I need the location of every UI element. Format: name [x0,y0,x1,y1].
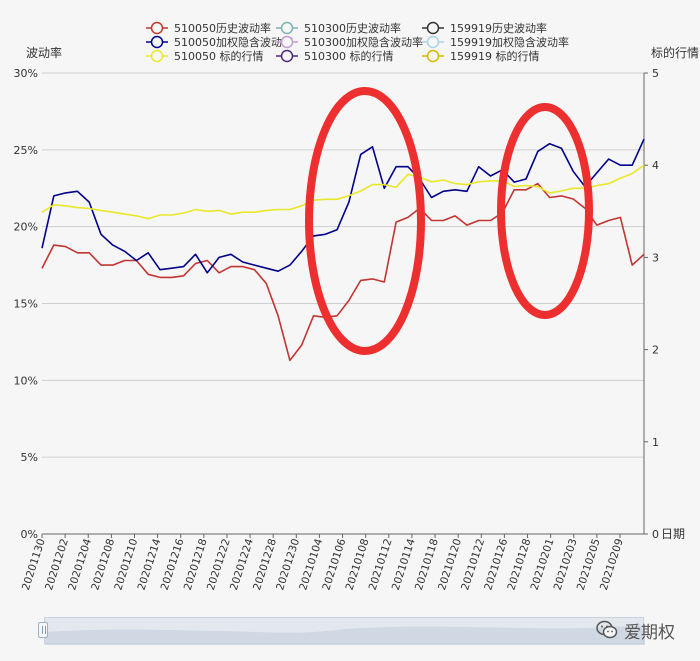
left-tick-label: 5% [21,451,38,464]
left-tick-label: 0% [21,528,38,541]
watermark-text: 爱期权 [624,622,675,643]
legend-item[interactable]: 510300 标的行情 [276,49,394,63]
right-axis-name: 标的行情 [651,45,699,60]
left-tick-label: 15% [14,298,38,311]
wechat-icon [596,620,618,640]
right-tick-label: 0 [652,528,659,541]
legend-marker [426,21,440,35]
left-axis-name: 波动率 [26,45,62,60]
legend-marker [150,35,164,49]
legend-label: 510300加权隐含波动率 [304,35,423,49]
series-line [41,138,645,274]
right-tick-label: 2 [652,344,659,357]
slider-left-handle[interactable] [38,622,48,638]
right-tick-label: 5 [652,67,659,80]
legend-item[interactable]: 159919加权隐含波动率 [422,35,569,49]
right-tick-label: 3 [652,251,659,264]
x-axis-name: 日期 [661,527,685,541]
x-tick-label: 20210209 [598,537,626,592]
legend-item[interactable]: 510050加权隐含波动率 [146,35,293,49]
left-tick-label: 20% [14,221,38,234]
annotations [305,87,593,355]
legend-item[interactable]: 510050历史波动率 [146,21,271,35]
highlight-ellipse [497,103,593,319]
legend-item[interactable]: 159919 标的行情 [422,49,540,63]
legend-marker [280,35,294,49]
legend-marker [426,35,440,49]
datazoom-slider[interactable] [44,617,645,645]
legend-marker [426,49,440,63]
legend-label: 159919历史波动率 [450,21,547,35]
legend-marker [150,49,164,63]
legend-label: 510050历史波动率 [174,21,271,35]
highlight-ellipse [305,87,425,355]
series-line [41,182,645,362]
legend-item[interactable]: 159919历史波动率 [422,21,547,35]
legend-marker [150,21,164,35]
left-tick-label: 25% [14,144,38,157]
legend-label: 159919加权隐含波动率 [450,35,569,49]
grid-lines [42,72,644,535]
legend-item[interactable]: 510300加权隐含波动率 [276,35,423,49]
left-tick-label: 30% [14,67,38,80]
legend-label: 510300 标的行情 [304,49,394,63]
legend-marker [280,49,294,63]
legend-label: 510050 标的行情 [174,49,264,63]
legend-item[interactable]: 510300历史波动率 [276,21,401,35]
legend-item[interactable]: 510050 标的行情 [146,49,264,63]
legend-label: 510300历史波动率 [304,21,401,35]
legend-label: 510050加权隐含波动率 [174,35,293,49]
right-tick-label: 1 [652,436,659,449]
series-line [41,164,645,220]
legend-label: 159919 标的行情 [450,49,540,63]
left-tick-label: 10% [14,374,38,387]
right-tick-label: 4 [652,159,659,172]
slider-preview [45,625,645,645]
legend-marker [280,21,294,35]
watermark: 爱期权 [596,618,675,643]
series-lines [41,138,645,362]
